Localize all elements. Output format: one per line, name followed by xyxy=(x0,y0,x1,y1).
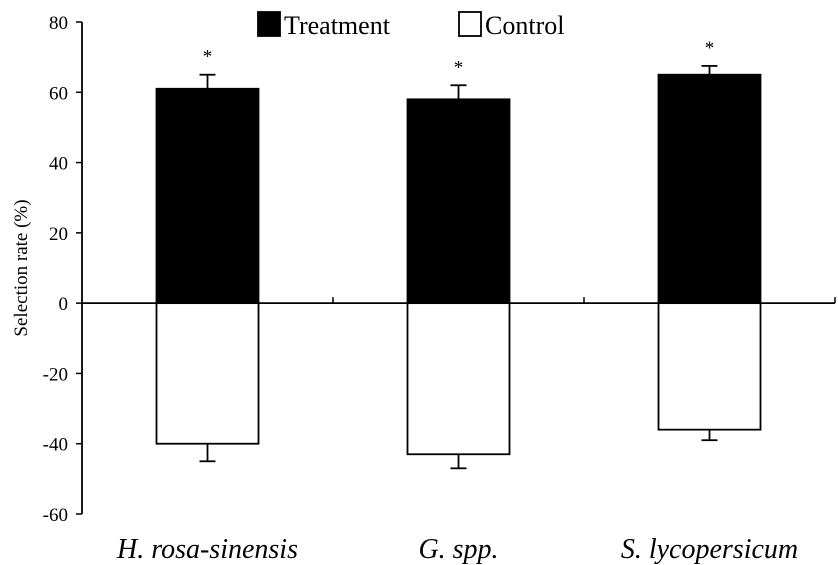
y-tick-label: -20 xyxy=(43,364,68,385)
bar-treatment-2 xyxy=(406,98,511,305)
bar-control-2 xyxy=(406,302,511,456)
y-tick-label: 0 xyxy=(59,294,69,315)
legend-label-control: Control xyxy=(485,11,564,40)
y-axis-title: Selection rate (%) xyxy=(11,199,32,336)
bar-treatment-3 xyxy=(657,73,762,305)
y-tick-label: 80 xyxy=(49,13,68,34)
significance-mark: * xyxy=(705,38,715,59)
significance-mark: * xyxy=(454,57,464,78)
y-tick-label: 60 xyxy=(49,83,68,104)
x-category-label: H. rosa-sinensis xyxy=(116,534,298,565)
significance-mark: * xyxy=(203,47,213,68)
y-tick-label: 40 xyxy=(49,154,68,175)
bar-control-1 xyxy=(155,302,260,445)
x-category-label: S. lycopersicum xyxy=(621,534,798,565)
x-category-label: G. spp. xyxy=(418,534,498,565)
y-tick-label: -40 xyxy=(43,435,68,456)
legend-swatch-control xyxy=(458,11,482,37)
legend-swatch-treatment xyxy=(257,11,281,37)
legend-label-treatment: Treatment xyxy=(284,11,391,40)
bar-treatment-1 xyxy=(155,87,260,305)
bar-control-3 xyxy=(657,302,762,431)
y-tick-label: 20 xyxy=(49,224,68,245)
y-tick-label: -60 xyxy=(43,505,68,526)
